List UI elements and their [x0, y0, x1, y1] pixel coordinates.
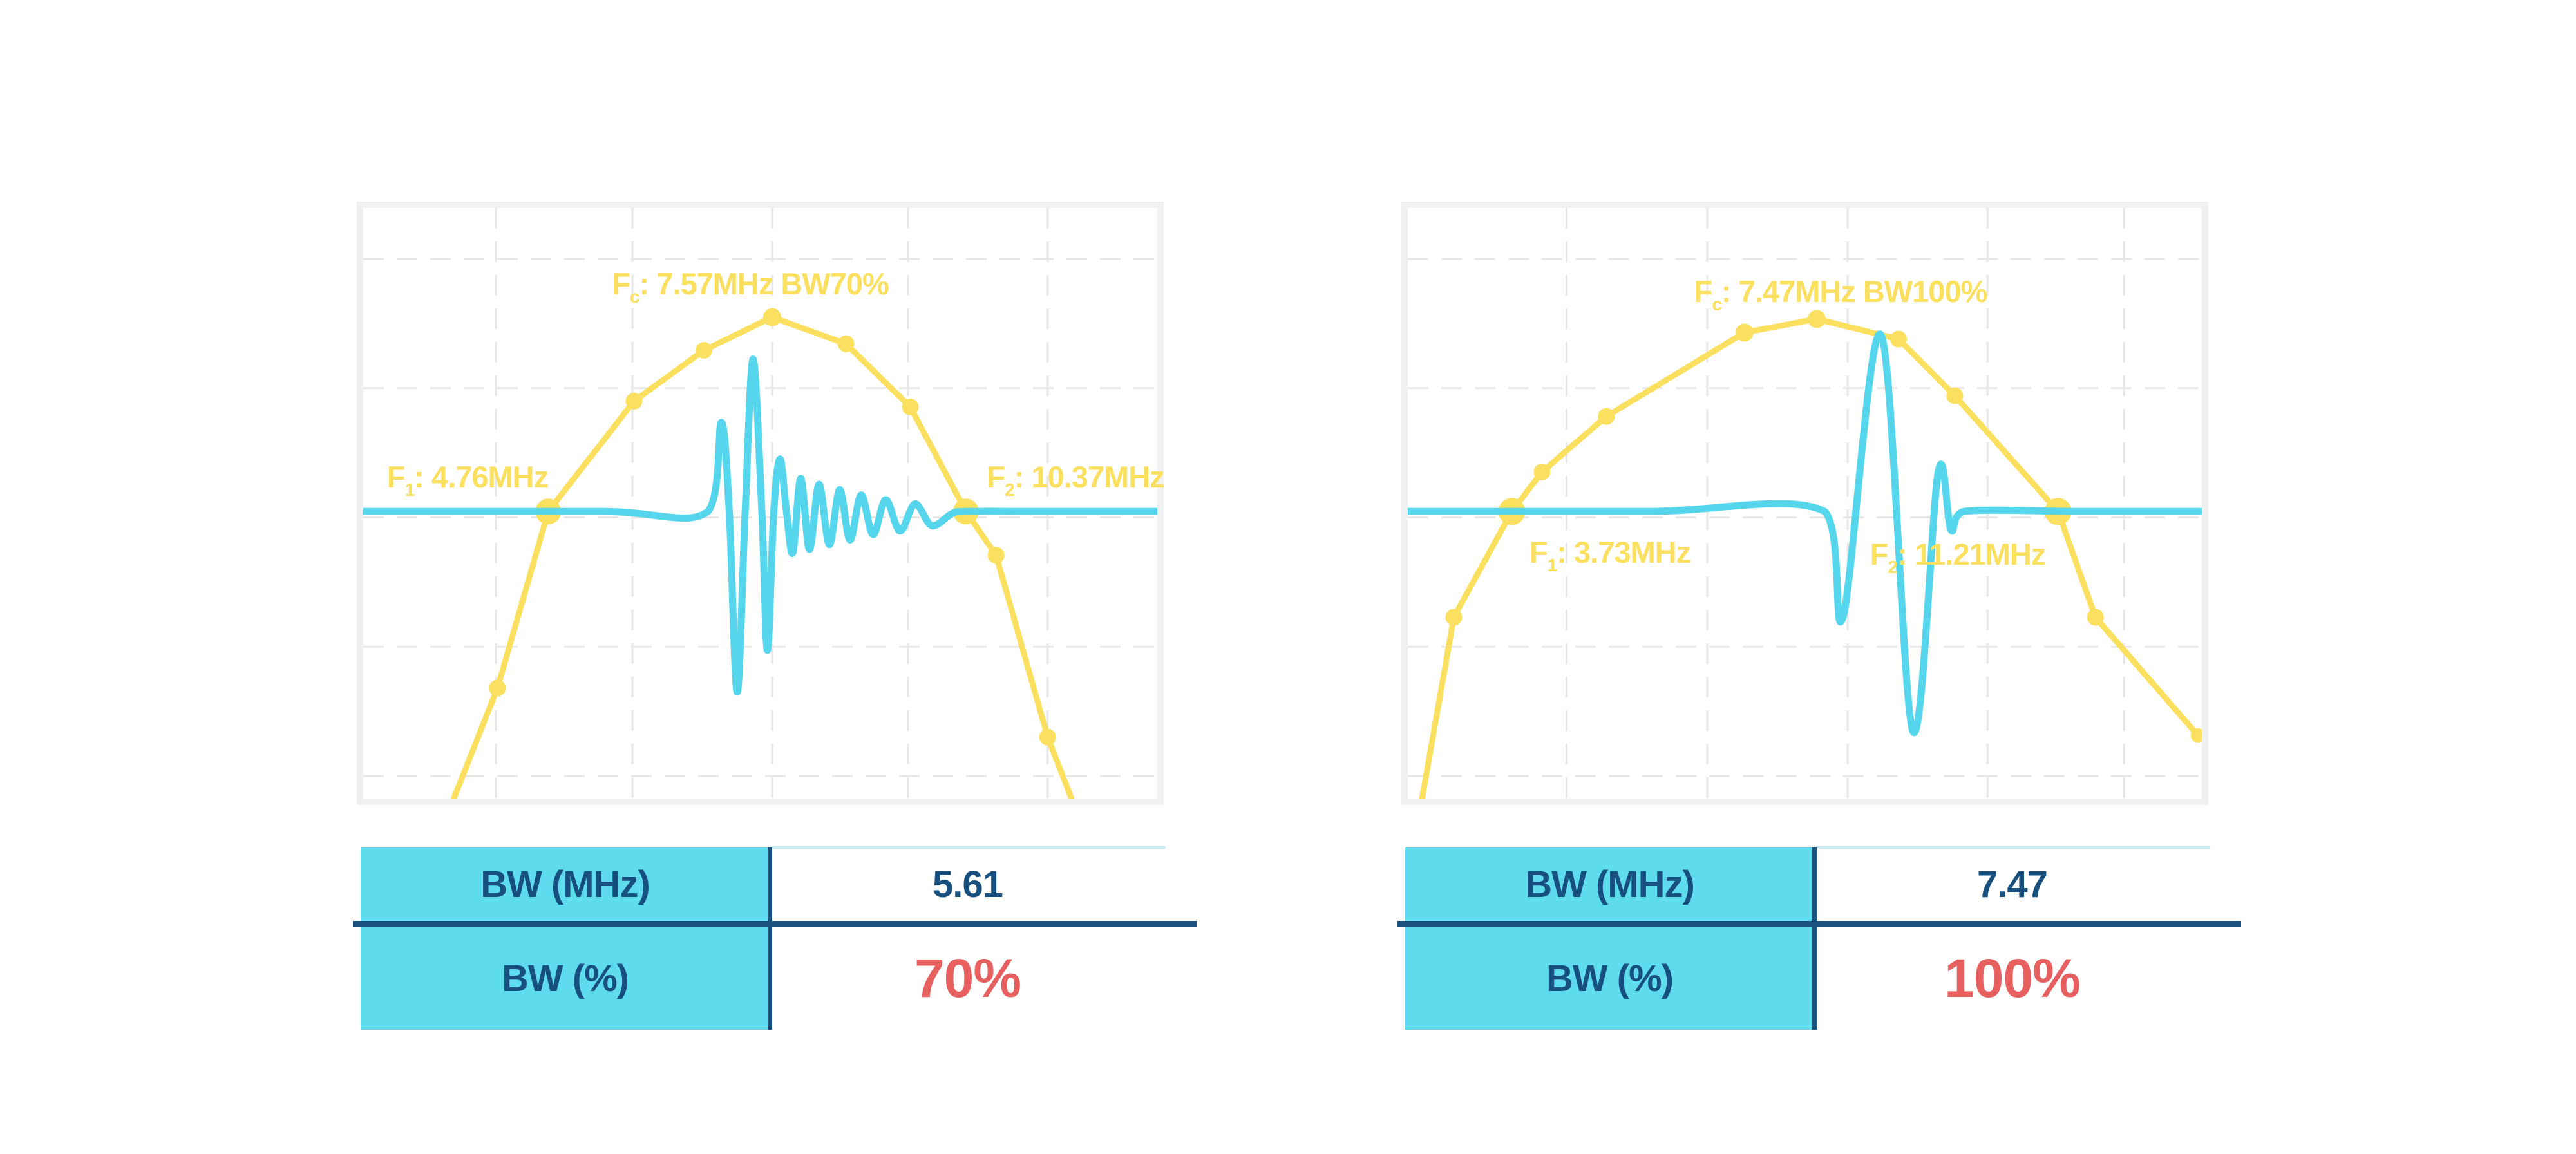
bw-mhz-label: BW (MHz) — [1525, 863, 1695, 905]
bw-mhz-value: 5.61 — [933, 863, 1003, 905]
table-row-bw-mhz: BW (MHz) 5.61 — [361, 847, 1166, 921]
fc-value-text: : 7.57MHz BW70% — [639, 267, 889, 301]
bw-mhz-value-cell: 7.47 — [1814, 847, 2210, 921]
bw-pct-label: BW (%) — [502, 958, 629, 999]
spectrum-plot-bw100 — [1408, 208, 2202, 799]
table-row-bw-mhz: BW (MHz) 7.47 — [1405, 847, 2210, 921]
f1-value-text: : 3.73MHz — [1557, 535, 1691, 570]
spectrum-chart-bw70: Fc: 7.57MHz BW70% F1: 4.76MHz F2: 10.37M… — [357, 202, 1165, 805]
f1-subscript: 1 — [404, 478, 415, 500]
spectrum-plot-bw70 — [363, 208, 1157, 799]
bw-mhz-value: 7.47 — [1977, 863, 2048, 905]
table-top-border — [1814, 846, 2210, 849]
table-column-separator — [1812, 847, 1817, 1030]
fc-value-text: : 7.47MHz BW100% — [1721, 274, 1987, 309]
center-frequency-label: Fc: 7.47MHz BW100% — [1694, 274, 1988, 315]
table-divider-line — [1397, 921, 2241, 927]
fc-subscript: c — [629, 285, 640, 307]
bw-summary-table: BW (MHz) 7.47 BW (%) 100% — [1397, 846, 2241, 1030]
bw-mhz-label: BW (MHz) — [480, 863, 650, 905]
f1-subscript: 1 — [1547, 554, 1558, 575]
f2-label: F2: 11.21MHz — [1870, 536, 2047, 578]
bw-mhz-label-cell: BW (MHz) — [361, 847, 770, 921]
bw-pct-value: 100% — [1944, 948, 2081, 1008]
f1-symbol: F — [1529, 535, 1548, 570]
table-row-bw-pct: BW (%) 100% — [1405, 927, 2210, 1030]
bw-summary-table: BW (MHz) 5.61 BW (%) 70% — [353, 846, 1197, 1030]
bw-pct-value-cell: 70% — [770, 927, 1166, 1030]
fc-symbol: F — [1694, 274, 1713, 309]
bw-pct-label: BW (%) — [1546, 958, 1674, 999]
fc-subscript: c — [1712, 293, 1722, 314]
bw-pct-value-cell: 100% — [1814, 927, 2210, 1030]
table-column-separator — [768, 847, 772, 1030]
f2-symbol: F — [987, 460, 1005, 495]
bw-mhz-value-cell: 5.61 — [770, 847, 1166, 921]
f2-value-text: : 11.21MHz — [1897, 537, 2046, 572]
f2-value-text: : 10.37MHz — [1014, 460, 1165, 495]
bw-mhz-label-cell: BW (MHz) — [1405, 847, 1814, 921]
bw-pct-label-cell: BW (%) — [1405, 927, 1814, 1030]
table-row-bw-pct: BW (%) 70% — [361, 927, 1166, 1030]
spectrum-chart-bw100: Fc: 7.47MHz BW100% F1: 3.73MHz F2: 11.21… — [1401, 202, 2208, 805]
f1-label: F1: 3.73MHz — [1529, 534, 1691, 576]
table-divider-line — [353, 921, 1197, 927]
f1-value-text: : 4.76MHz — [414, 460, 549, 495]
f2-subscript: 2 — [1005, 478, 1015, 500]
f2-subscript: 2 — [1888, 556, 1898, 577]
f1-label: F1: 4.76MHz — [386, 459, 549, 500]
f1-symbol: F — [386, 460, 406, 495]
bw-pct-label-cell: BW (%) — [361, 927, 770, 1030]
f2-label: F2: 10.37MHz — [987, 459, 1164, 500]
table-top-border — [770, 846, 1166, 849]
bw-pct-value: 70% — [914, 948, 1021, 1008]
fc-symbol: F — [612, 267, 630, 301]
center-frequency-label: Fc: 7.57MHz BW70% — [612, 266, 889, 307]
f2-symbol: F — [1870, 537, 1889, 572]
